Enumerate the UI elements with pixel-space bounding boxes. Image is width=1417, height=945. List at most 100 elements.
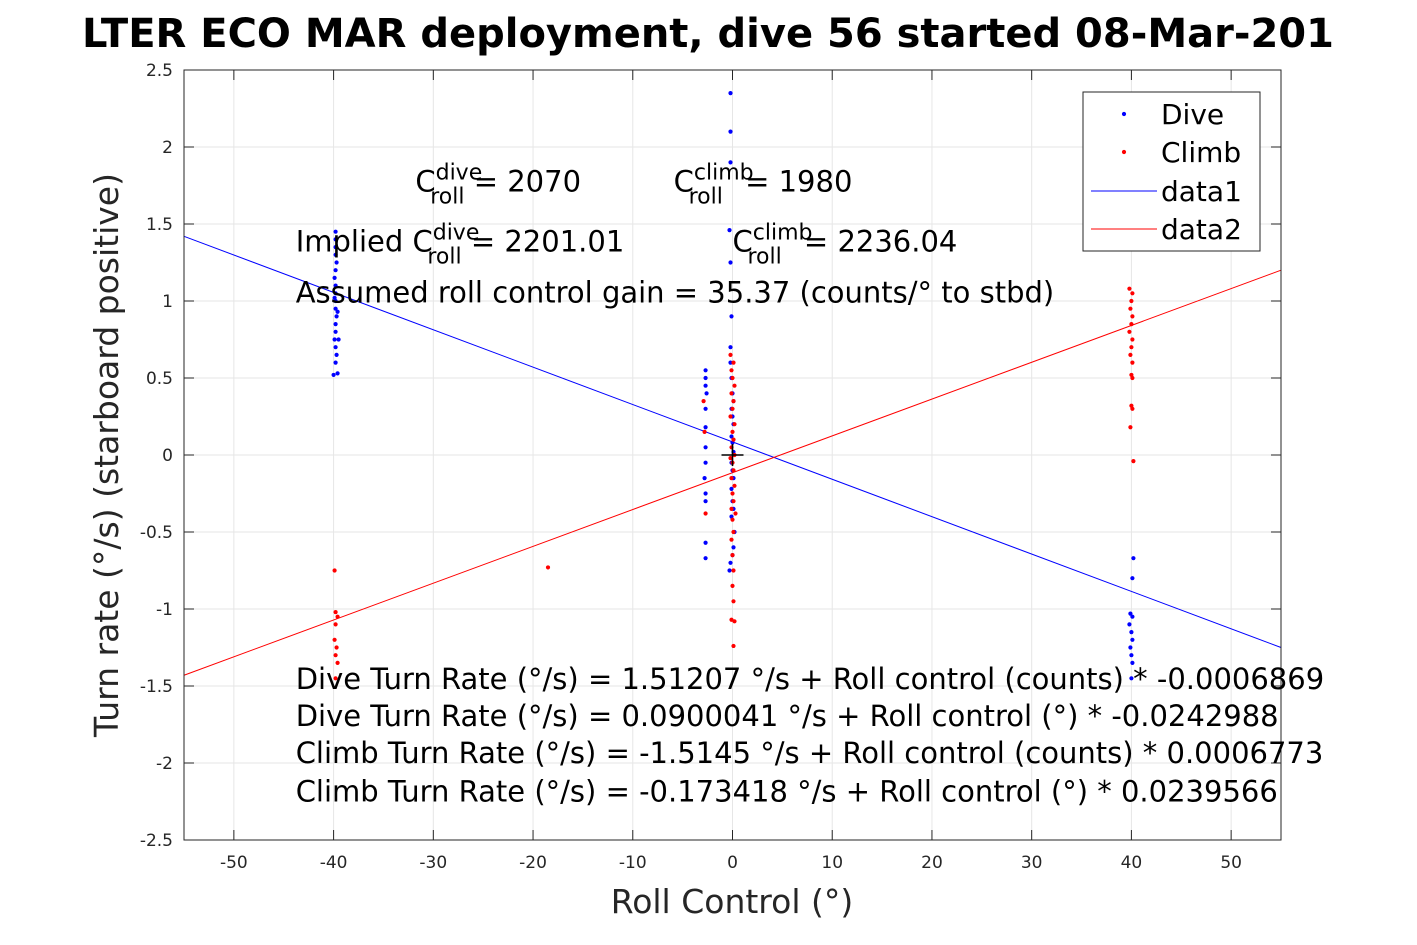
- climb-point: [729, 476, 734, 481]
- legend-marker-dive: [1121, 111, 1127, 117]
- climb-point: [728, 414, 733, 419]
- climb-point: [701, 399, 706, 404]
- dive-point: [334, 260, 339, 265]
- climb-point: [731, 399, 736, 404]
- dive-point: [333, 245, 338, 250]
- annotation-climb_deg: Climb Turn Rate (°/s) = -0.173418 °/s + …: [296, 775, 1278, 809]
- y-axis-label: Turn rate (°/s) (starboard positive): [87, 173, 126, 738]
- dive-point: [1127, 622, 1132, 627]
- climb-point: [730, 491, 735, 496]
- climb-point: [730, 429, 735, 434]
- dive-point: [333, 306, 338, 311]
- dive-point: [1131, 556, 1136, 561]
- climb-point: [1128, 352, 1133, 357]
- dive-point: [703, 556, 708, 561]
- climb-point: [732, 483, 737, 488]
- climb-point: [731, 643, 736, 649]
- climb-point: [333, 622, 338, 627]
- climb-point: [732, 422, 737, 427]
- dive-point: [333, 329, 338, 334]
- dive-point: [729, 434, 734, 439]
- dive-point: [336, 337, 341, 342]
- climb-point: [730, 406, 735, 411]
- climb-point: [731, 568, 736, 573]
- y-tick-label: 2.5: [146, 61, 173, 81]
- dive-point: [702, 476, 707, 481]
- dive-point: [1130, 637, 1135, 642]
- dive-point: [333, 229, 338, 234]
- climb-point: [335, 660, 340, 666]
- climb-point: [1128, 425, 1133, 430]
- y-tick-label: -1.5: [140, 677, 173, 697]
- annotation-c_roll_dive: Cdive roll = 2070: [415, 161, 581, 210]
- x-tick-label: 0: [727, 853, 738, 873]
- x-tick-label: 30: [1021, 853, 1043, 873]
- dive-point: [728, 160, 733, 165]
- annotation-implied_dive: Implied Cdive roll = 2201.01: [296, 221, 625, 270]
- legend-label-climb: Climb: [1161, 136, 1241, 169]
- annotation-gain: Assumed roll control gain = 35.37 (count…: [296, 276, 1055, 310]
- climb-point: [731, 468, 736, 473]
- legend-label-dive: Dive: [1161, 98, 1224, 131]
- climb-point: [729, 391, 734, 396]
- chart-title: LTER ECO MAR deployment, dive 56 started…: [82, 11, 1334, 57]
- dive-point: [1128, 645, 1133, 650]
- dive-point: [704, 391, 709, 396]
- climb-point: [1131, 459, 1136, 464]
- legend: Dive Climb data1 data2: [1082, 91, 1261, 252]
- dive-point: [703, 460, 708, 465]
- dive-point: [335, 371, 340, 376]
- climb-point: [728, 455, 733, 461]
- climb-point: [730, 375, 735, 381]
- climb-point: [731, 529, 736, 535]
- climb-point: [1129, 298, 1134, 304]
- climb-point: [1130, 360, 1135, 365]
- dive-point: [728, 129, 733, 134]
- climb-point: [728, 352, 733, 357]
- climb-point: [332, 637, 337, 642]
- dive-point: [333, 360, 338, 365]
- annotation-dive_deg: Dive Turn Rate (°/s) = 0.0900041 °/s + R…: [296, 699, 1279, 733]
- annotation-c_roll_climb: Cclimb roll = 1980: [674, 161, 853, 210]
- y-tick-label: 1.5: [146, 215, 173, 235]
- dive-point: [728, 560, 733, 565]
- dive-point: [332, 337, 337, 342]
- dive-point: [331, 372, 336, 378]
- climb-point: [333, 676, 338, 681]
- climb-point: [730, 583, 735, 589]
- dive-point: [1130, 660, 1135, 666]
- dive-point: [333, 345, 338, 350]
- dive-point: [1130, 614, 1135, 619]
- dive-point: [703, 383, 708, 388]
- dive-point: [728, 360, 733, 365]
- annotation-implied_climb: Cclimb roll = 2236.04: [733, 221, 958, 270]
- annotations: Cdive roll = 2070 Cclimb roll = 1980 Implied…: [296, 161, 1324, 809]
- climb-point: [731, 499, 736, 504]
- climb-point: [730, 517, 735, 522]
- fit-line-data2: [183, 269, 1282, 676]
- climb-point: [1130, 375, 1135, 381]
- ticks: -50 -40 -30 -20 -10 0 10 20 30 40 50-2.5-2-1.5-1-0…: [140, 61, 1281, 873]
- climb-point: [1130, 337, 1135, 342]
- dive-point: [703, 375, 708, 381]
- climb-point: [730, 553, 735, 558]
- climb-point: [545, 565, 551, 570]
- climb-point: [729, 506, 734, 511]
- dive-point: [333, 268, 338, 273]
- climb-point: [729, 537, 734, 542]
- annotation-climb_counts: Climb Turn Rate (°/s) = -1.5145 °/s + Ro…: [296, 736, 1324, 770]
- dive-point: [703, 425, 708, 430]
- dive-point: [332, 295, 337, 301]
- y-tick-label: -0.5: [140, 523, 173, 543]
- climb-point: [332, 568, 337, 573]
- dive-point: [729, 314, 734, 319]
- x-tick-label: 10: [821, 853, 843, 873]
- dive-point: [333, 291, 338, 296]
- origin-marker: [721, 444, 744, 466]
- climb-point: [703, 511, 708, 516]
- climb-point: [1130, 314, 1135, 319]
- dive-point: [334, 352, 339, 357]
- dive-point: [728, 91, 733, 96]
- y-tick-label: -1: [156, 600, 173, 620]
